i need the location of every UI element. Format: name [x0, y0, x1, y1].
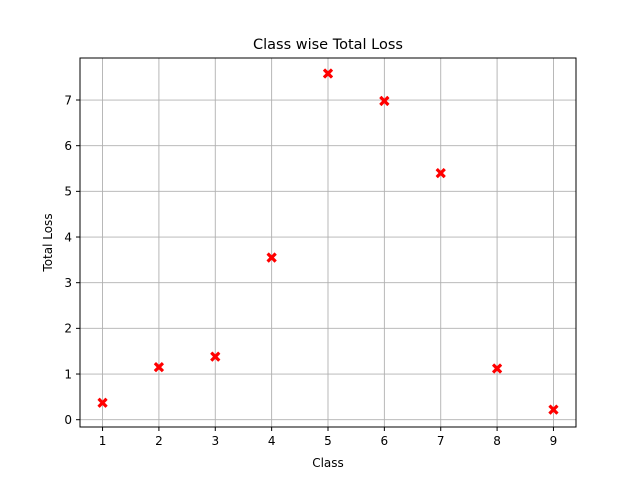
data-point: [210, 351, 221, 362]
y-tick-label: 3: [64, 276, 72, 290]
data-point: [97, 397, 108, 408]
x-tick-label: 7: [437, 434, 445, 448]
y-tick-label: 1: [64, 367, 72, 381]
grid-lines: [80, 58, 576, 427]
x-tick-label: 1: [99, 434, 107, 448]
data-point: [379, 95, 390, 106]
y-axis-label: Total Loss: [41, 213, 55, 272]
data-point: [323, 68, 333, 79]
y-tick-label: 2: [64, 322, 72, 336]
axis-ticks: [76, 99, 554, 431]
data-point: [492, 363, 503, 374]
x-tick-label: 6: [381, 434, 389, 448]
data-point: [266, 252, 277, 263]
y-tick-label: 5: [64, 185, 72, 199]
data-points: [97, 68, 559, 415]
x-axis-label: Class: [312, 456, 344, 470]
y-tick-label: 4: [64, 230, 72, 244]
y-tick-label: 6: [64, 139, 72, 153]
data-point: [435, 168, 446, 179]
x-tick-labels: 1 2 3 4 5 6 7 8 9: [99, 434, 558, 448]
data-point: [153, 362, 164, 373]
x-tick-label: 2: [155, 434, 163, 448]
y-tick-label: 7: [64, 93, 72, 107]
chart-title: Class wise Total Loss: [253, 37, 403, 53]
x-tick-label: 9: [550, 434, 558, 448]
y-tick-label: 0: [64, 413, 72, 427]
x-tick-label: 3: [211, 434, 219, 448]
plot-frame: [79, 57, 577, 428]
x-tick-label: 4: [268, 434, 276, 448]
x-tick-label: 8: [493, 434, 501, 448]
data-point: [548, 404, 559, 415]
y-tick-labels: 0 1 2 3 4 5 6 7: [64, 93, 72, 427]
x-tick-label: 5: [324, 434, 332, 448]
